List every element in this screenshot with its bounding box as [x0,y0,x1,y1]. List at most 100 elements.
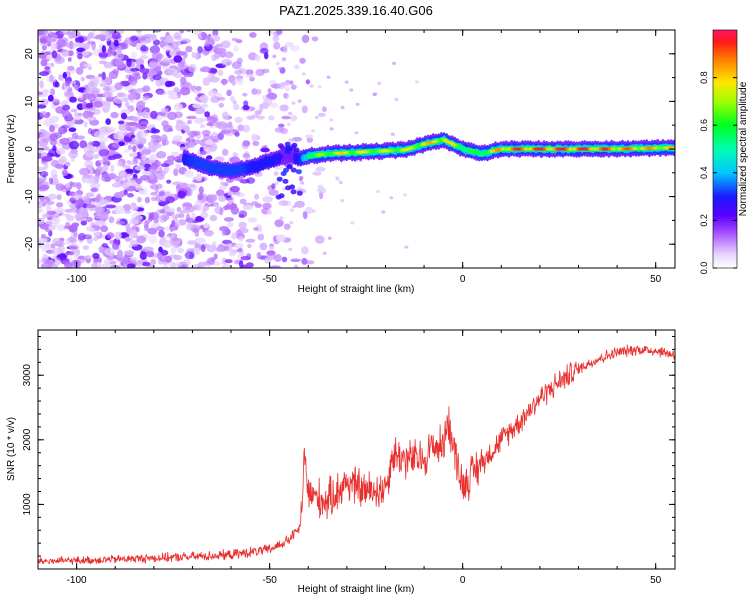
spectrogram-noise-blob [179,87,191,96]
spectrogram-noise-blob [203,222,210,229]
spectrogram-noise-blob [46,112,51,117]
spectrogram-noise-blob [43,146,50,151]
spectrogram-noise-blob [41,156,53,162]
spectrogram-noise-blob [229,185,240,193]
spectrogram-noise-blob [281,57,287,62]
spectrogram-noise-blob [85,192,95,198]
spectrogram-noise-blob [38,258,41,265]
spectrogram-noise-blob [86,117,96,121]
spectrogram-noise-blob [237,227,249,234]
spectrogram-noise-blob [228,252,236,257]
spectrogram-noise-blob [104,247,115,256]
spectrogram-noise-blob [40,257,51,264]
spectrogram-noise-blob [215,43,223,48]
spectrogram-noise-blob [226,222,234,228]
spectrogram-noise-blob [220,78,229,85]
spectrogram-noise-blob [178,264,189,268]
spectrogram-noise-blob [254,171,263,177]
spectrogram-noise-blob [105,204,117,209]
spectrogram-noise-blob [38,30,46,37]
spectrogram-noise-blob [202,77,211,86]
spectrogram-noise-blob [169,237,181,245]
spectrogram-noise-blob [272,54,277,59]
spectrogram-noise-blob [136,151,141,159]
spectrogram-noise-blob [200,244,206,253]
spectrogram-noise-blob [50,62,55,67]
spectrogram-noise-blob [136,235,146,244]
spectrogram-noise-blob [46,204,52,213]
spectrogram-ylabel: Frequency (Hz) [6,115,17,184]
spectrogram-noise-blob [57,224,66,232]
spectrogram-noise-blob [159,255,170,263]
spectrogram-noise-blob [191,51,196,59]
spectrogram-noise-blob [291,101,296,105]
spectrogram-noise-blob [127,173,132,181]
spectrogram-noise-blob [122,204,132,211]
colorbar-tick-label: 0.6 [699,119,709,132]
spectrogram-noise-blob [114,176,119,183]
spectrogram-noise-blob [131,51,137,59]
spectrogram-noise-blob [87,93,96,102]
spectrogram-noise-blob [297,99,302,103]
ridge-core [348,151,353,155]
spectrogram-noise-blob [187,135,195,144]
spectrogram-noise-blob [93,154,99,159]
spectrogram-noise-blob [39,171,49,178]
spectrogram-noise-blob [116,45,123,54]
snr-axes: -100 -50 0 50 1000 2000 3000 [22,330,675,586]
spectrogram-noise-blob [56,38,64,46]
spectrogram-noise-blob [140,44,147,52]
spectrogram-noise-blob [129,36,137,42]
spectrogram-noise-blob [173,168,179,177]
spectrogram-noise-blob [224,51,234,59]
spectrogram-noise-blob [329,127,334,131]
spectrogram-noise-blob [94,76,101,85]
spectrogram-noise-blob [167,111,177,121]
spectrogram-noise-blob [219,207,224,216]
spectrogram-cluster [284,149,291,155]
spectrogram-noise-blob [169,49,177,56]
spectrogram-cluster [286,164,293,170]
spectrogram-noise-blob [290,114,298,122]
spectrogram-noise-blob [294,264,299,268]
spectrogram-noise-blob [274,181,279,185]
spectrogram-noise-blob [179,146,189,151]
spectrogram-noise-blob [226,89,232,97]
spectrogram-noise-blob [153,30,162,33]
spectrogram-noise-blob [317,184,324,189]
spectrogram-noise-blob [221,264,232,268]
spectrogram-noise-blob [85,216,93,223]
x-tick-label: -100 [67,274,87,285]
spectrogram-noise-blob [40,98,49,106]
spectrogram-noise-blob [159,36,167,41]
spectrogram-cluster [282,178,289,184]
spectrogram-noise-blob [124,210,132,214]
spectrogram-noise-blob [85,102,94,109]
spectrogram-noise-blob [349,88,354,92]
spectrogram-noise-blob [305,79,311,85]
spectrogram-noise-blob [217,96,226,101]
spectrogram-noise-blob [355,102,360,106]
spectrogram-noise-blob [165,196,175,204]
spectrogram-noise-blob [99,199,110,206]
spectrogram-noise-blob [103,163,108,172]
spectrogram-noise-blob [160,163,170,167]
spectrogram-noise-blob [205,139,213,145]
spectrogram-noise-blob [317,112,326,117]
spectrogram-noise-blob [273,171,279,176]
spectrogram-noise-blob [260,147,270,153]
spectrogram-noise-blob [278,200,289,207]
spectrogram-noise-blob [67,113,73,121]
spectrogram-noise-blob [199,150,207,155]
spectrogram-noise-blob [95,34,106,39]
spectrogram-noise-blob [93,236,99,242]
spectrogram-noise-blob [188,142,195,148]
x-tick-label: -100 [67,575,87,586]
spectrogram-noise-blob [197,261,207,268]
spectrogram-noise-blob [154,186,159,194]
spectrogram-noise-blob [238,235,244,243]
spectrogram-noise-blob [99,141,106,149]
x-tick-label: -50 [262,274,277,285]
spectrogram-noise-blob [76,217,85,222]
spectrogram-noise-blob [94,213,106,219]
